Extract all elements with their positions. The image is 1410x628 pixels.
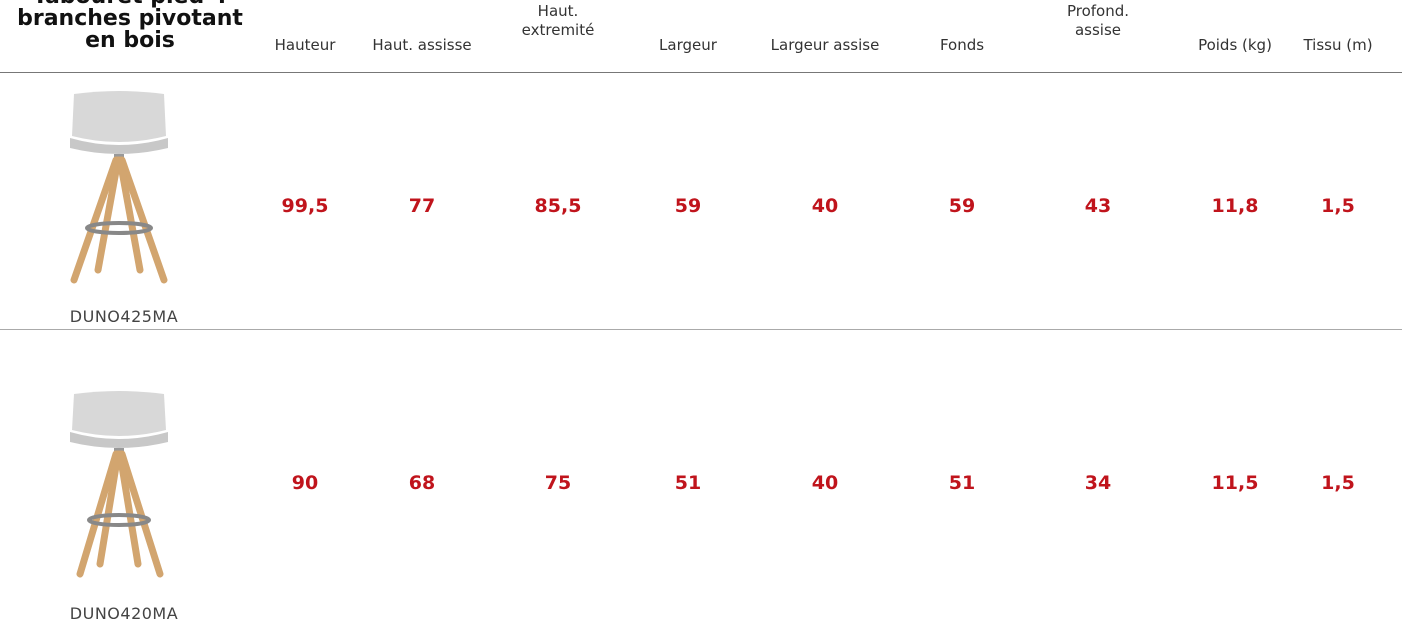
page: Tabouret pied 4branches pivotanten bois … <box>0 0 1410 628</box>
value-cell: 59 <box>902 195 1022 217</box>
header-rule <box>0 72 1402 73</box>
header-line: Haut. assisse <box>347 36 497 55</box>
value-cell: 59 <box>628 195 748 217</box>
column-header: Profond.assise <box>1023 2 1173 40</box>
value-cell: 85,5 <box>498 195 618 217</box>
column-header: Largeur assise <box>750 36 900 55</box>
header-line: extremité <box>483 21 633 40</box>
value-cell: 40 <box>765 195 885 217</box>
header-line: Fonds <box>887 36 1037 55</box>
header-line: Tissu (m) <box>1263 36 1410 55</box>
header-line: Haut. <box>483 2 633 21</box>
value-cell: 34 <box>1038 472 1158 494</box>
value-cell: 68 <box>362 472 482 494</box>
title-line: en bois <box>0 30 260 52</box>
value-cell: 51 <box>628 472 748 494</box>
chair-image <box>64 88 184 288</box>
column-header: Largeur <box>613 36 763 55</box>
value-cell: 75 <box>498 472 618 494</box>
value-cell: 11,8 <box>1175 195 1295 217</box>
header-line: Largeur assise <box>750 36 900 55</box>
value-cell: 51 <box>902 472 1022 494</box>
row-rule <box>0 329 1402 330</box>
value-cell: 11,5 <box>1175 472 1295 494</box>
chair-image <box>64 388 184 583</box>
header-line: Profond. <box>1023 2 1173 21</box>
value-cell: 77 <box>362 195 482 217</box>
value-cell: 99,5 <box>245 195 365 217</box>
column-header: Haut.extremité <box>483 2 633 40</box>
column-header: Tissu (m) <box>1263 36 1410 55</box>
header-line: Largeur <box>613 36 763 55</box>
value-cell: 1,5 <box>1278 195 1398 217</box>
value-cell: 90 <box>245 472 365 494</box>
value-cell: 43 <box>1038 195 1158 217</box>
product-code: DUNO425MA <box>24 307 224 326</box>
value-cell: 1,5 <box>1278 472 1398 494</box>
header-line: assise <box>1023 21 1173 40</box>
product-code: DUNO420MA <box>24 604 224 623</box>
value-cell: 40 <box>765 472 885 494</box>
column-header: Haut. assisse <box>347 36 497 55</box>
title-line: branches pivotant <box>0 8 260 30</box>
column-header: Fonds <box>887 36 1037 55</box>
